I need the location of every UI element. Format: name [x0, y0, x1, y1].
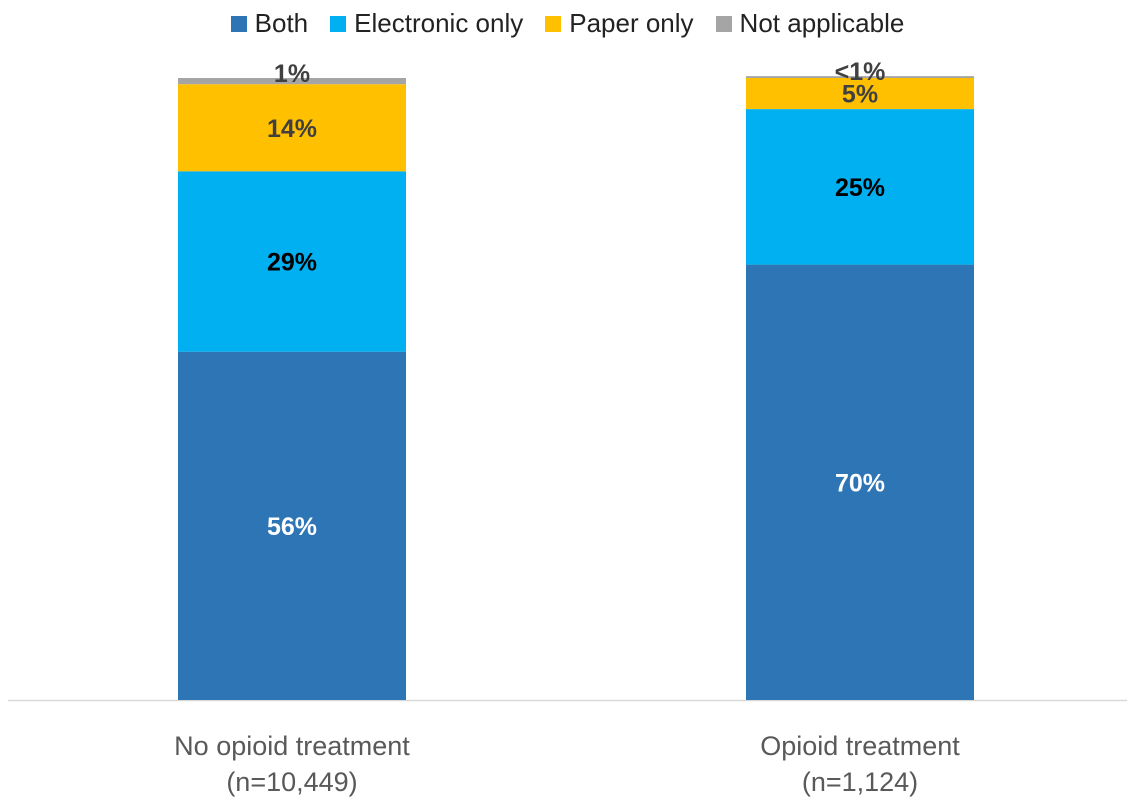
data-label-not-applicable: <1% [835, 58, 886, 86]
legend-label: Electronic only [354, 8, 524, 38]
data-label-both: 56% [267, 513, 317, 541]
legend-swatch [715, 15, 732, 32]
legend-swatch [330, 15, 347, 32]
data-label-paper-only: 5% [842, 81, 878, 109]
data-label-not-applicable: 1% [274, 60, 310, 88]
legend-item-paper-only: Paper only [545, 8, 694, 39]
data-label-paper-only: 14% [267, 115, 317, 143]
data-label-electronic-only: 29% [267, 248, 317, 276]
bar-segment-electronic-only [178, 171, 406, 352]
legend-item-not-applicable: Not applicable [715, 8, 905, 39]
bar-segment-paper-only [178, 84, 406, 172]
x-tick-label: (n=1,124) [802, 767, 918, 797]
x-tick-label: No opioid treatment [174, 731, 410, 761]
bar-segment-both [746, 264, 974, 700]
data-label-both: 70% [835, 469, 885, 497]
legend-item-electronic-only: Electronic only [330, 8, 523, 39]
legend-swatch [230, 15, 247, 32]
legend-item-both: Both [230, 8, 309, 39]
legend-swatch [545, 15, 562, 32]
x-tick-label: (n=10,449) [226, 767, 357, 797]
chart-legend: Both Electronic only Paper only Not applica… [0, 8, 1135, 39]
legend-label: Not applicable [739, 8, 905, 38]
bar-segment-electronic-only [746, 109, 974, 265]
bar-segment-both [178, 351, 406, 700]
bar-segment-paper-only [746, 78, 974, 110]
bar-segment-not-applicable [178, 78, 406, 85]
bar-segment-not-applicable [746, 76, 974, 78]
x-tick-label: Opioid treatment [760, 731, 960, 761]
legend-label: Both [254, 8, 309, 38]
legend-label: Paper only [569, 8, 694, 38]
data-label-electronic-only: 25% [835, 174, 885, 202]
